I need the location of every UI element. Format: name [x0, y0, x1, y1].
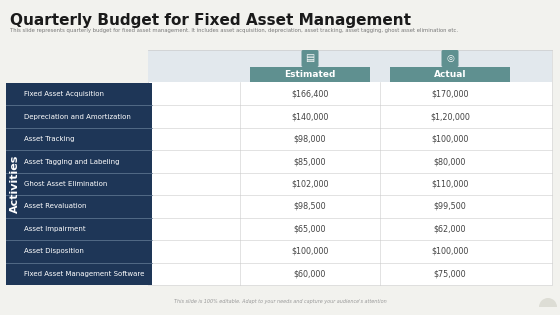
FancyBboxPatch shape	[6, 83, 152, 285]
Text: $80,000: $80,000	[434, 157, 466, 166]
Text: ◎: ◎	[446, 54, 454, 63]
Text: Asset Revaluation: Asset Revaluation	[24, 203, 86, 209]
FancyBboxPatch shape	[301, 50, 319, 67]
Text: $100,000: $100,000	[431, 135, 469, 144]
Text: $100,000: $100,000	[291, 247, 329, 256]
Text: $170,000: $170,000	[431, 90, 469, 99]
Text: Asset Disposition: Asset Disposition	[24, 248, 84, 254]
Text: $75,000: $75,000	[433, 269, 466, 278]
Text: $166,400: $166,400	[291, 90, 329, 99]
Text: Asset Tagging and Labeling: Asset Tagging and Labeling	[24, 158, 119, 164]
Text: Ghost Asset Elimination: Ghost Asset Elimination	[24, 181, 108, 187]
FancyBboxPatch shape	[148, 50, 552, 285]
Text: Depreciation and Amortization: Depreciation and Amortization	[24, 114, 131, 120]
Text: $1,20,000: $1,20,000	[430, 112, 470, 121]
FancyBboxPatch shape	[390, 67, 510, 82]
Text: Asset Tracking: Asset Tracking	[24, 136, 74, 142]
Text: Asset Impairment: Asset Impairment	[24, 226, 86, 232]
Text: Quarterly Budget for Fixed Asset Management: Quarterly Budget for Fixed Asset Managem…	[10, 13, 411, 28]
Text: Fixed Asset Acquisition: Fixed Asset Acquisition	[24, 91, 104, 97]
Text: $98,000: $98,000	[294, 135, 326, 144]
Text: $62,000: $62,000	[434, 224, 466, 233]
Text: $110,000: $110,000	[431, 180, 469, 188]
Text: $85,000: $85,000	[294, 157, 326, 166]
Text: $98,500: $98,500	[293, 202, 326, 211]
Text: Activities: Activities	[10, 155, 20, 213]
Text: Fixed Asset Management Software: Fixed Asset Management Software	[24, 271, 144, 277]
Text: This slide represents quarterly budget for fixed asset management. It includes a: This slide represents quarterly budget f…	[10, 28, 458, 33]
Text: $102,000: $102,000	[291, 180, 329, 188]
FancyBboxPatch shape	[250, 67, 370, 82]
Text: $65,000: $65,000	[294, 224, 326, 233]
Text: $60,000: $60,000	[294, 269, 326, 278]
Text: $100,000: $100,000	[431, 247, 469, 256]
FancyBboxPatch shape	[148, 50, 552, 82]
Text: ▤: ▤	[305, 54, 315, 64]
Text: $99,500: $99,500	[433, 202, 466, 211]
FancyBboxPatch shape	[441, 50, 459, 67]
Text: $140,000: $140,000	[291, 112, 329, 121]
Text: Actual: Actual	[434, 70, 466, 79]
Text: Estimated: Estimated	[284, 70, 335, 79]
Text: This slide is 100% editable. Adapt to your needs and capture your audience's att: This slide is 100% editable. Adapt to yo…	[174, 299, 386, 303]
Wedge shape	[539, 298, 557, 307]
